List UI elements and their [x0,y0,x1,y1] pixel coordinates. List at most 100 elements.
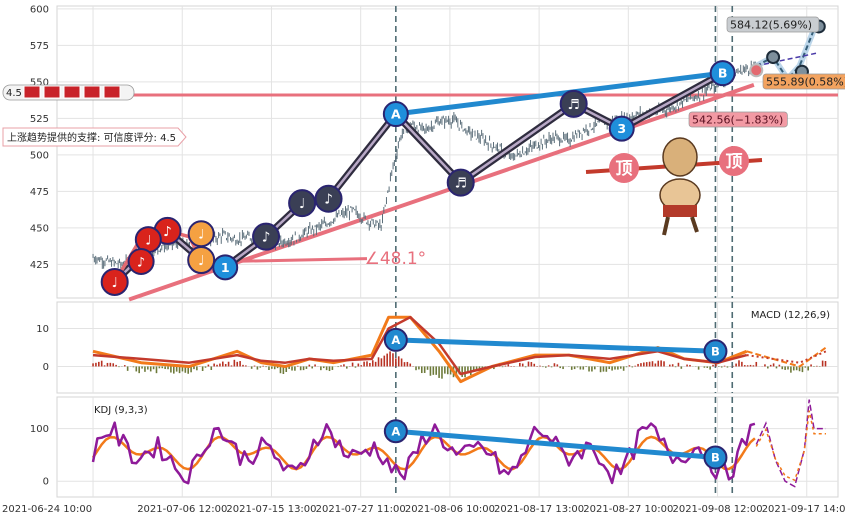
price-frame [56,5,839,299]
price-ytick-label: 575 [30,41,49,52]
pattern-point [314,184,343,213]
pattern-point-label: ♩ [299,196,305,212]
pattern-point [608,115,635,142]
target-high-label: 584.12(5.69%) [730,19,812,32]
angle-label: ∠48.1° [365,249,427,269]
pattern-point-label: ♪ [163,224,172,240]
dog-head-icon [662,137,698,177]
x-tick-label: 2021-09-08 12:00 [672,504,762,515]
pattern-point-label: ♩ [145,233,151,248]
price-ytick-label: 425 [30,260,49,271]
kdj-divergence-point [383,419,408,444]
kdj-ytick-label: 100 [30,424,49,435]
pattern-point-label: B [718,66,728,81]
kdj-frame [56,396,839,498]
target-low-label: 542.56(−1.83%) [692,114,783,127]
macd-divergence-point [703,339,728,364]
x-tick-label: 2021-07-27 11:00 [316,504,406,515]
pattern-point [187,220,215,248]
score-star-icon [43,85,61,99]
pattern-point-label: ♪ [137,255,145,270]
pattern-point-label: A [391,107,401,122]
price-ytick-label: 550 [30,77,49,88]
forecast-point [766,50,781,65]
pattern-point-label: ♪ [324,192,333,208]
target-mid-label: 555.89(0.58%) [766,76,845,89]
score-badge: 4.5 [6,88,22,99]
pattern-point-label: ♩ [198,228,204,243]
score-star-icon [63,85,81,99]
macd-divergence-point-label: B [711,344,720,358]
angle-baseline [227,257,368,263]
macd-ytick-label: 10 [36,324,49,335]
pattern-point-label: 3 [617,121,626,136]
pattern-point-label: ♬ [568,97,580,113]
price-ytick-label: 450 [30,223,49,234]
support-callout-text: 上涨趋势提供的支撑: 可信度评分: 4.5 [7,131,176,144]
price-ytick-label: 600 [30,4,49,15]
price-ytick-label: 525 [30,114,49,125]
pattern-point [382,101,409,128]
x-tick-label: 2021-08-17 13:00 [494,504,584,515]
macd-divergence-point-label: A [391,333,400,347]
price-ytick-label: 500 [30,150,49,161]
x-tick-label: 2021-08-27 10:00 [583,504,673,515]
kdj-j-line [91,421,756,485]
kdj-projection [755,410,826,482]
pattern-point [127,248,155,275]
top-badge [609,153,639,183]
pattern-point-label: 1 [221,260,230,275]
pattern-point-label: ♬ [455,176,467,192]
pattern-point-label: ♩ [111,275,117,291]
kdj-divergence-point [703,445,728,470]
macd-ytick-label: 0 [43,362,49,373]
pattern-point [709,60,736,87]
pattern-point [446,168,475,197]
pattern-point-label: ♪ [262,230,271,246]
kdj-title: KDJ (9,3,3) [94,405,148,416]
macd-divergence-point [383,327,408,352]
kdj-divergence-point-label: B [711,451,720,465]
macd-panel: 0 10 A B MACD (12,26,9) [36,301,839,394]
ab-trendline [395,70,723,117]
x-tick-label: 2021-07-06 12:00 [137,504,227,515]
score-star-icon [23,85,41,99]
pattern-point [212,254,239,281]
score-star-icon [83,85,101,99]
kdj-divergence-point-label: A [391,424,400,438]
pattern-point-label: ♩ [198,253,204,269]
x-tick-label: 2021-07-15 13:00 [226,504,316,515]
forecast-point [749,63,764,78]
top-badge [719,146,749,176]
macd-signal-line [92,315,748,376]
pattern-point [559,89,588,118]
score-star-icon [103,85,121,99]
kdj-divergence-line [395,428,716,461]
top-label: 顶 [616,159,633,179]
target-mid-label-box [762,73,845,90]
macd-title: MACD (12,26,9) [751,310,830,321]
projection-path [756,51,819,67]
x-tick-label: 2021-08-06 10:00 [405,504,495,515]
target-low-label-box [688,111,788,128]
pattern-point [252,222,281,251]
dog-shorts-icon [663,205,697,217]
pattern-point [100,267,129,296]
pattern-point [288,189,317,218]
kdj-panel: 0 100 A B KDJ (9,3,3) [30,396,839,498]
price-ytick-label: 475 [30,187,49,198]
dog-leg-icon [662,216,670,236]
macd-projection [746,346,827,368]
kdj-projection [755,399,826,488]
target-high-label-box [726,16,820,33]
x-tick-label: 2021-09-17 14:00 [762,504,845,515]
kdj-ytick-label: 0 [43,477,49,488]
dog-leg-icon [690,216,699,233]
x-axis: 2021-06-24 10:00 2021-07-06 12:00 2021-07-… [2,504,845,515]
x-tick-label: 2021-06-24 10:00 [2,504,92,515]
macd-divergence-line [395,337,716,354]
support-callout-box [2,127,187,147]
top-label: 顶 [726,152,743,172]
